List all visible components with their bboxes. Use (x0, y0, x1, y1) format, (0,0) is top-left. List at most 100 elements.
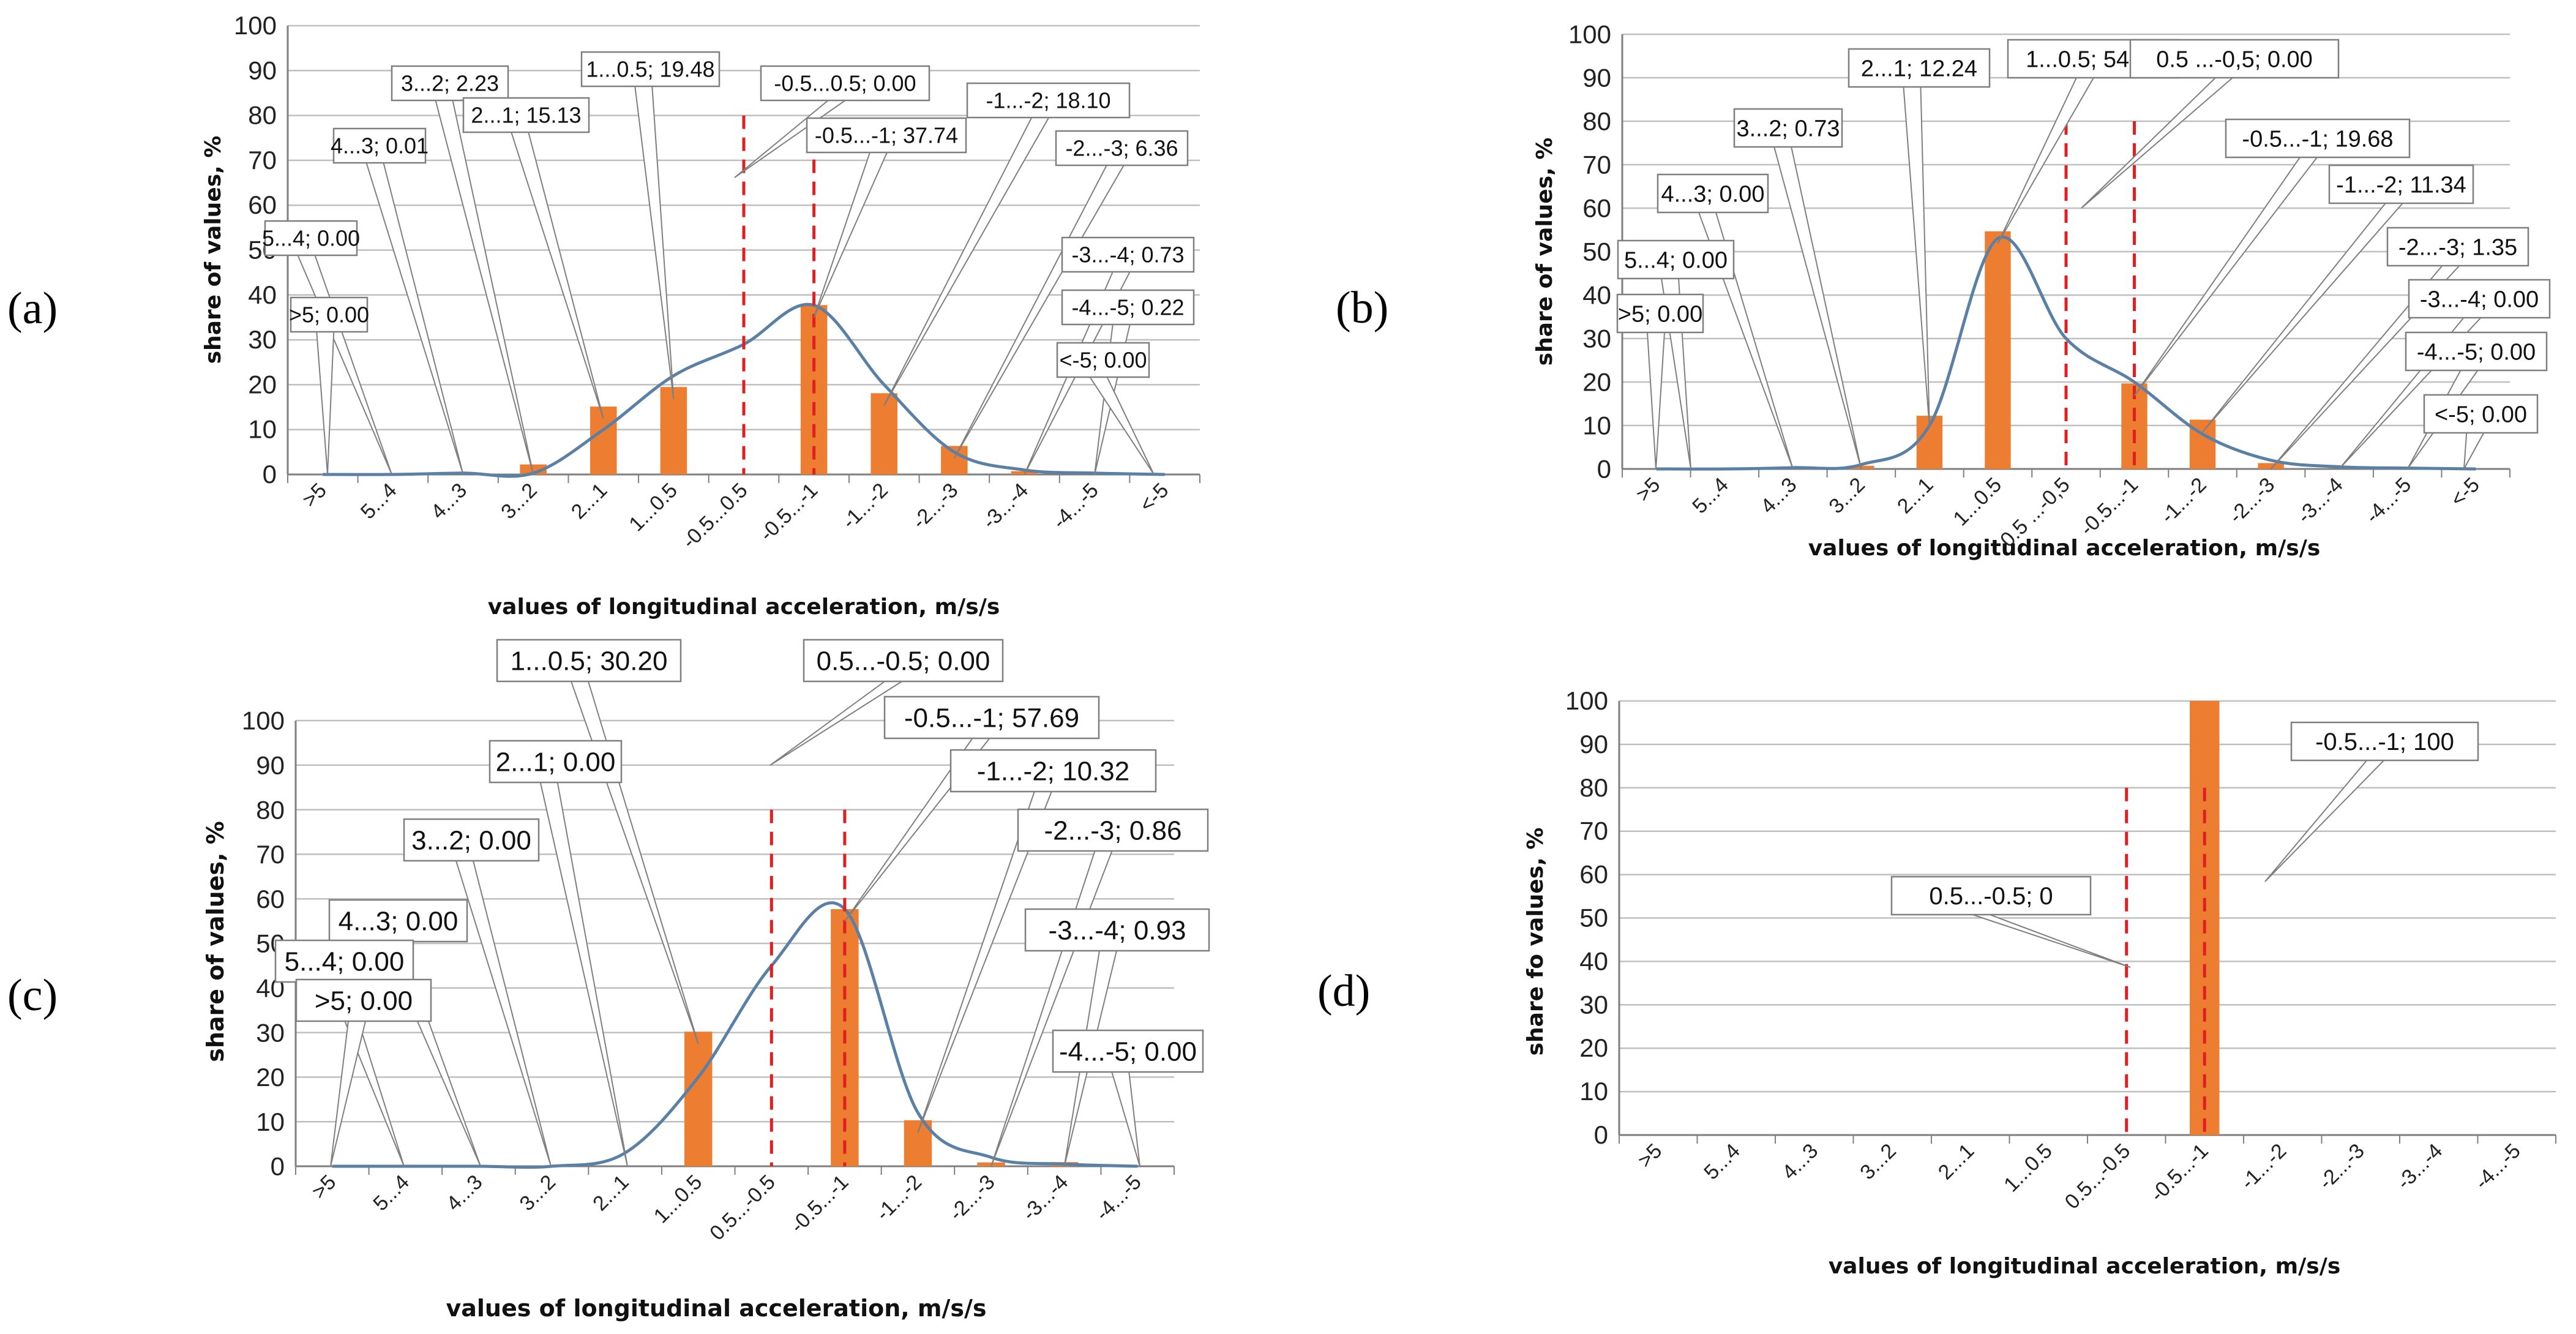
trend-line (1656, 235, 2476, 471)
bar (1011, 471, 1038, 474)
callout-box (883, 695, 1100, 740)
callout-box (1061, 236, 1195, 273)
y-tick-label: 30 (248, 325, 277, 354)
x-tick-label: >5 (307, 1171, 340, 1204)
x-tick-label: -2...-3 (2225, 473, 2280, 528)
callout-pointer (1088, 377, 1155, 475)
callout-label: -1...-2; 18.10 (986, 88, 1110, 113)
callout-pointer (1773, 146, 1862, 470)
x-tick-label: 4...3 (1778, 1139, 1823, 1185)
x-tick-label: >5 (1633, 1139, 1666, 1172)
callout-box (295, 978, 432, 1022)
callout-box (290, 296, 369, 333)
callout-pointer (2463, 432, 2485, 470)
y-tick-label: 100 (242, 706, 285, 735)
panel-letter: (d) (1317, 966, 1370, 1016)
x-tick-label: 3...2 (1824, 473, 1870, 519)
y-tick-label: 80 (1579, 773, 1608, 802)
y-tick-label: 80 (256, 795, 285, 824)
x-tick-label: >5 (298, 479, 331, 512)
y-tick-label: 60 (256, 885, 285, 913)
x-axis-title: values of longitudinal acceleration, m/s… (446, 1295, 986, 1322)
y-tick-label: 10 (1582, 411, 1611, 440)
callout-label: -0.5...-1; 37.74 (815, 123, 958, 148)
callout-box (1055, 130, 1189, 167)
trend-line (332, 901, 1138, 1169)
callout-label: >5; 0.00 (315, 986, 413, 1016)
callout-box (1657, 173, 1769, 214)
x-tick-label: -3...-4 (1018, 1171, 1073, 1226)
x-tick-label: 0.5...-0.5 (705, 1171, 780, 1245)
y-axis-title: share fo values, % (1523, 828, 1548, 1056)
callout-box (806, 117, 967, 154)
x-tick-label: 2...1 (588, 1171, 634, 1216)
callout-box (332, 127, 427, 164)
y-tick-label: 10 (256, 1107, 285, 1136)
x-tick-label: -4...-5 (2470, 1139, 2525, 1194)
callout-pointer (813, 152, 888, 318)
x-tick-label: 1...0.5 (650, 1171, 707, 1228)
callout-box (328, 899, 468, 943)
x-tick-label: -0.5...0.5 (678, 479, 752, 553)
callout-pointer (296, 255, 392, 475)
y-tick-label: 100 (1568, 20, 1611, 49)
y-tick-label: 0 (263, 460, 277, 489)
y-tick-label: 40 (1579, 946, 1608, 975)
y-tick-label: 0 (1597, 455, 1611, 484)
y-tick-label: 70 (248, 146, 277, 174)
y-tick-label: 80 (1582, 107, 1611, 136)
x-tick-label: -3...-4 (978, 479, 1033, 534)
y-tick-label: 50 (1582, 238, 1611, 266)
x-tick-label: 1...0.5 (1999, 1139, 2057, 1197)
callout-box (966, 82, 1131, 119)
callout-box (2423, 394, 2539, 434)
callout-box (2386, 227, 2529, 267)
callout-label: 4...3; 0.00 (339, 906, 459, 936)
y-tick-label: 100 (1565, 686, 1608, 715)
y-tick-label: 70 (256, 840, 285, 869)
x-tick-label: -1...-2 (871, 1171, 926, 1226)
callout-box (1616, 293, 1704, 334)
x-tick-label: 5...4 (1688, 473, 1733, 519)
x-tick-label: 3...2 (496, 479, 542, 524)
callout-pointer (2133, 157, 2319, 396)
callout-pointer (365, 162, 464, 475)
callout-pointer (1903, 86, 1930, 429)
callout-label: -1...-2; 10.32 (977, 756, 1129, 786)
y-tick-label: 10 (1579, 1077, 1608, 1106)
x-tick-label: 2...1 (1934, 1139, 1979, 1185)
x-tick-label: -0.5...-1 (2146, 1139, 2213, 1207)
x-tick-label: -3...-4 (2392, 1139, 2447, 1194)
y-tick-label: 100 (234, 11, 277, 40)
y-tick-label: 90 (1579, 730, 1608, 759)
x-axis-title: values of longitudinal acceleration, m/s… (1808, 536, 2321, 561)
x-tick-label: -3...-4 (2293, 473, 2348, 528)
callout-label: -0.5...-1; 19.68 (2242, 126, 2393, 152)
y-tick-label: 20 (1579, 1033, 1608, 1062)
x-tick-label: -1...-2 (2236, 1139, 2291, 1194)
callout-box (2290, 721, 2479, 762)
callout-box (462, 97, 590, 133)
callout-box (1024, 908, 1210, 952)
callout-label: 1...0.5; 19.48 (586, 57, 714, 82)
callout-box (2129, 39, 2340, 79)
callout-box (1848, 48, 1991, 88)
y-tick-label: 0 (1594, 1120, 1608, 1149)
callout-box (2405, 331, 2548, 372)
callout-label: <-5; 0.00 (2435, 402, 2527, 427)
callout-pointer (455, 860, 552, 1167)
callout-label: -1...-2; 11.34 (2336, 172, 2466, 198)
callout-label: 2...1; 15.13 (471, 103, 581, 128)
trend-line (323, 302, 1165, 478)
callout-label: 0.5 ...-0,5; 0.00 (2156, 47, 2313, 72)
x-tick-label: 4...3 (1756, 473, 1802, 519)
x-tick-label: -0.5...-1 (2075, 473, 2143, 541)
callout-box (1056, 342, 1150, 378)
y-axis-title: share of values, % (1532, 138, 1557, 366)
callout-label: >5; 0.00 (1618, 301, 1702, 327)
callout-box (2408, 279, 2551, 319)
callout-box (496, 639, 682, 683)
x-tick-label: 5...4 (1699, 1139, 1745, 1185)
callout-label: 4...3; 0.00 (1661, 181, 1764, 207)
